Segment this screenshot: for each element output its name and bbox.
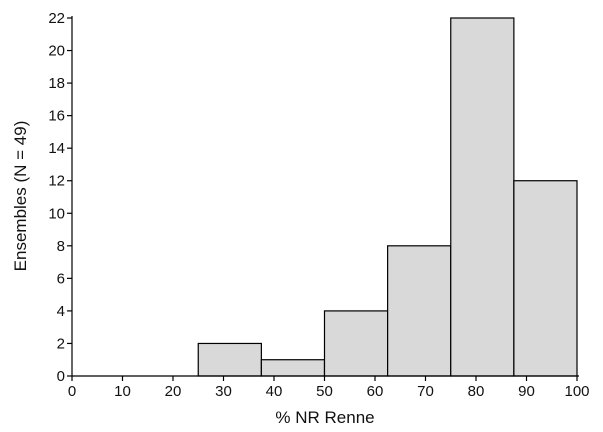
bar-1 [260,359,326,377]
x-tick-label-20: 20 [165,383,182,400]
y-tick-label-20: 20 [48,43,65,60]
x-tick-label-30: 30 [215,383,232,400]
x-tick-label-70: 70 [417,383,434,400]
bars-group [197,17,578,377]
y-tick-label-4: 4 [57,303,65,320]
y-tick-label-8: 8 [57,238,65,255]
x-axis-title: % NR Renne [275,408,374,427]
bar-4 [450,17,515,377]
y-tick-label-22: 22 [48,10,65,27]
x-tick-label-80: 80 [468,383,485,400]
x-tick-label-0: 0 [68,383,76,400]
x-tick-label-10: 10 [114,383,131,400]
x-tick-label-60: 60 [367,383,384,400]
axes-group [67,16,579,381]
y-tick-label-0: 0 [57,368,65,385]
bar-3 [387,245,452,377]
x-tick-label-40: 40 [266,383,283,400]
x-tick-label-50: 50 [316,383,333,400]
y-tick-label-12: 12 [48,173,65,190]
y-axis-title: Ensembles (N = 49) [11,121,30,272]
y-tick-label-18: 18 [48,75,65,92]
bar-0 [197,342,262,377]
y-tick-label-6: 6 [57,270,65,287]
x-tick-label-100: 100 [564,383,589,400]
bar-2 [323,310,389,377]
bar-5 [513,180,578,377]
labels-group: 0 2 4 6 8 10 12 14 16 18 20 22 0 10 20 30 40 50 60 70 80 90 10… [48,10,589,400]
x-tick-label-90: 90 [518,383,535,400]
y-tick-label-10: 10 [48,205,65,222]
y-tick-label-2: 2 [57,335,65,352]
y-tick-label-16: 16 [48,108,65,125]
y-tick-label-14: 14 [48,140,65,157]
